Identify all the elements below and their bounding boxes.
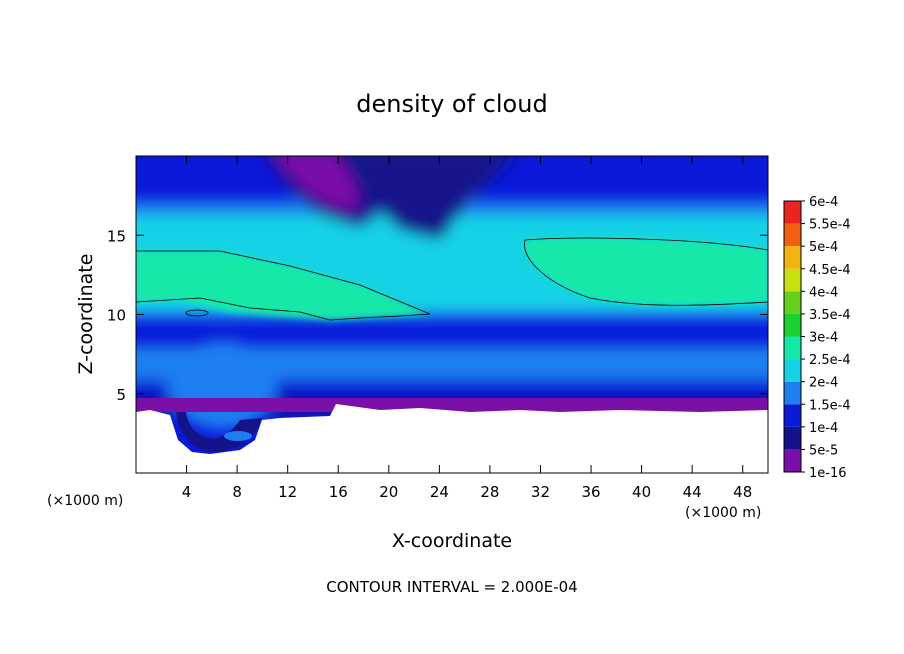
colorbar-label: 1e-16 xyxy=(809,466,847,481)
colorbar-label: 4e-4 xyxy=(809,285,838,300)
chart-title: density of cloud xyxy=(356,90,547,118)
colorbar-swatch xyxy=(784,426,801,450)
x-tick-label: 20 xyxy=(379,483,398,501)
colorbar-swatch xyxy=(784,268,801,292)
colorbar-swatch xyxy=(784,223,801,247)
colorbar-label: 2e-4 xyxy=(809,376,838,391)
colorbar-label: 5e-4 xyxy=(809,240,838,255)
colorbar-swatch xyxy=(784,313,801,337)
colorbar-label: 6e-4 xyxy=(809,195,838,210)
colorbar-swatch xyxy=(784,404,801,427)
x-tick-label: 8 xyxy=(232,483,242,501)
x-tick-label: 16 xyxy=(329,483,348,501)
colorbar-label: 5e-5 xyxy=(809,443,838,458)
x-tick-label: 40 xyxy=(632,483,651,501)
x-tick-label: 36 xyxy=(581,483,600,501)
x-tick-label: 44 xyxy=(683,483,702,501)
contour-interval-note: CONTOUR INTERVAL = 2.000E-04 xyxy=(326,578,577,596)
y-tick-label: 10 xyxy=(107,307,126,325)
density-field xyxy=(136,156,768,473)
colorbar-label: 1e-4 xyxy=(809,421,838,436)
x-axis: 4 8 12 16 20 24 28 32 36 40 44 48 xyxy=(182,156,752,501)
y-tick-label: 5 xyxy=(116,386,126,404)
colorbar-swatch xyxy=(784,449,801,472)
x-tick-label: 28 xyxy=(480,483,499,501)
x-unit-right: (×1000 m) xyxy=(685,505,761,521)
colorbar-label: 3e-4 xyxy=(809,331,838,346)
colorbar-label: 4.5e-4 xyxy=(809,263,851,278)
y-axis-label: Z-coordinate xyxy=(75,254,97,375)
colorbar: 1e-16 5e-5 1e-4 1.5e-4 2e-4 2.5e-4 3e-4 3.5e-4 4… xyxy=(783,195,851,481)
colorbar-swatch xyxy=(784,381,801,405)
colorbar-label: 3.5e-4 xyxy=(809,308,851,323)
colorbar-label: 5.5e-4 xyxy=(809,218,851,233)
x-tick-label: 12 xyxy=(278,483,297,501)
x-axis-label: X-coordinate xyxy=(392,530,512,552)
y-axis: 5 10 15 xyxy=(107,227,768,404)
colorbar-swatch xyxy=(784,336,801,360)
x-tick-label: 32 xyxy=(531,483,550,501)
colorbar-swatch xyxy=(784,201,801,224)
colorbar-swatch xyxy=(784,246,801,269)
colorbar-swatch xyxy=(784,359,801,382)
x-tick-label: 48 xyxy=(733,483,752,501)
y-tick-label: 15 xyxy=(107,227,126,245)
x-tick-label: 24 xyxy=(430,483,449,501)
colorbar-swatch xyxy=(784,291,801,314)
x-tick-label: 4 xyxy=(182,483,192,501)
x-unit-left: (×1000 m) xyxy=(47,493,123,509)
colorbar-label: 1.5e-4 xyxy=(809,398,851,413)
colorbar-label: 2.5e-4 xyxy=(809,353,851,368)
